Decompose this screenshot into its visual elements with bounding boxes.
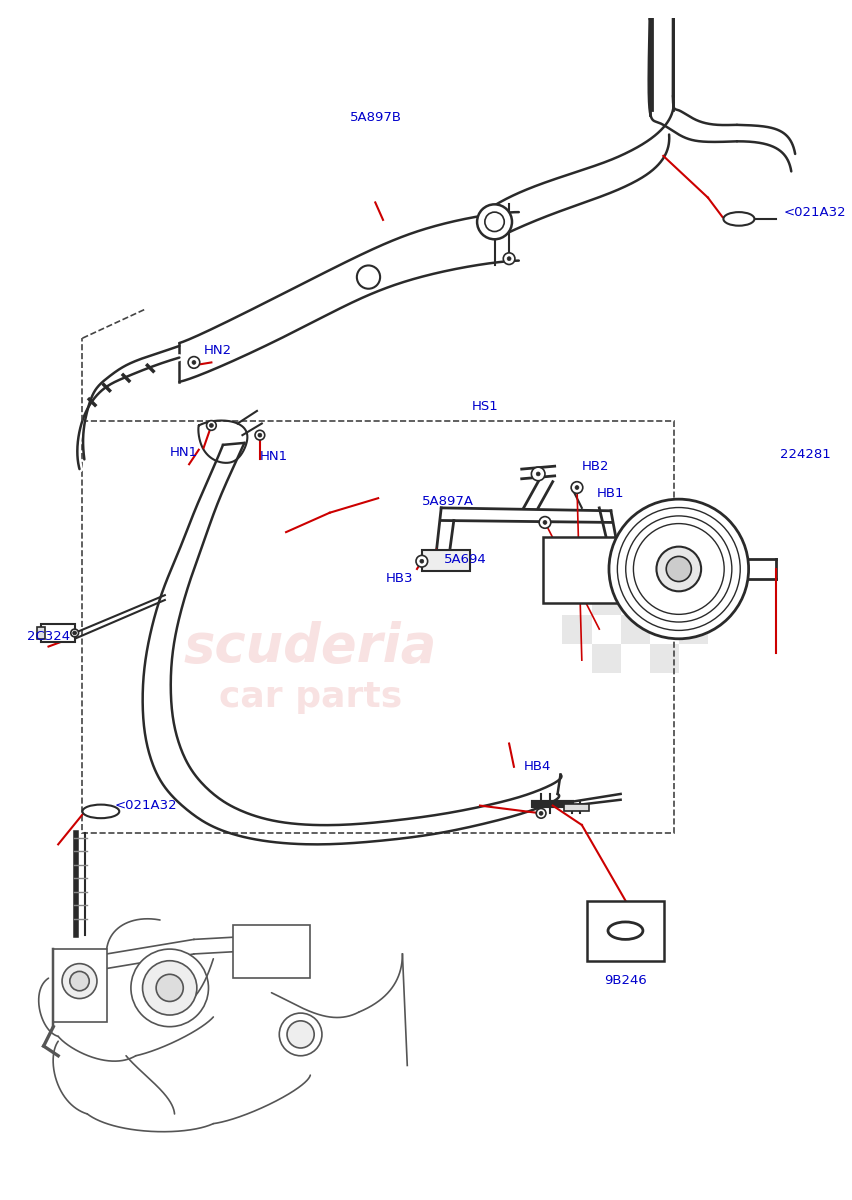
- Text: 224281: 224281: [779, 448, 829, 461]
- Bar: [233, 925, 310, 978]
- Circle shape: [538, 811, 543, 815]
- Circle shape: [142, 961, 197, 1015]
- Circle shape: [574, 486, 579, 490]
- Text: scuderia: scuderia: [183, 620, 436, 672]
- Bar: [620, 586, 649, 614]
- Bar: [561, 557, 590, 586]
- Text: <021A32: <021A32: [783, 205, 845, 218]
- Circle shape: [210, 424, 213, 427]
- Circle shape: [356, 265, 380, 289]
- Circle shape: [538, 517, 550, 528]
- Circle shape: [416, 556, 427, 568]
- Bar: [561, 614, 590, 643]
- Bar: [620, 643, 649, 673]
- Text: 5A897B: 5A897B: [350, 110, 402, 124]
- Circle shape: [536, 809, 545, 818]
- Bar: [678, 557, 707, 586]
- Ellipse shape: [83, 805, 119, 818]
- Circle shape: [192, 360, 196, 365]
- Bar: [41, 624, 75, 642]
- Circle shape: [608, 499, 748, 638]
- Circle shape: [286, 1021, 314, 1048]
- Circle shape: [156, 974, 183, 1002]
- Bar: [83, 421, 673, 833]
- Text: HB4: HB4: [523, 761, 550, 773]
- Circle shape: [71, 629, 78, 637]
- Text: HB1: HB1: [596, 487, 623, 500]
- Bar: [37, 628, 44, 638]
- Circle shape: [257, 433, 262, 437]
- Circle shape: [255, 431, 264, 440]
- Bar: [678, 586, 707, 614]
- Circle shape: [543, 521, 546, 524]
- Bar: [561, 586, 590, 614]
- Text: car parts: car parts: [218, 680, 401, 714]
- Circle shape: [536, 472, 539, 476]
- Polygon shape: [651, 18, 672, 110]
- Text: HB3: HB3: [385, 572, 413, 586]
- Bar: [422, 550, 469, 571]
- Ellipse shape: [722, 212, 753, 226]
- Bar: [590, 643, 620, 673]
- Bar: [620, 614, 649, 643]
- Text: HB2: HB2: [581, 460, 608, 473]
- Text: 2C324: 2C324: [27, 630, 70, 643]
- Circle shape: [72, 631, 77, 635]
- Bar: [590, 614, 620, 643]
- Bar: [678, 643, 707, 673]
- Bar: [649, 586, 678, 614]
- Circle shape: [665, 557, 691, 582]
- Circle shape: [503, 253, 515, 264]
- Text: HS1: HS1: [470, 400, 498, 413]
- Bar: [586, 901, 664, 961]
- Bar: [590, 586, 620, 614]
- Circle shape: [476, 204, 511, 239]
- Text: HN1: HN1: [260, 450, 288, 463]
- Circle shape: [62, 964, 97, 998]
- Circle shape: [279, 1013, 321, 1056]
- Bar: [54, 949, 106, 1022]
- Bar: [649, 643, 678, 673]
- Bar: [543, 536, 682, 602]
- Text: HN2: HN2: [204, 344, 232, 358]
- Bar: [561, 643, 590, 673]
- Circle shape: [419, 559, 423, 563]
- Circle shape: [70, 971, 89, 991]
- Bar: [678, 614, 707, 643]
- Circle shape: [206, 421, 216, 431]
- Circle shape: [571, 481, 582, 493]
- Text: 5A694: 5A694: [444, 553, 486, 565]
- Circle shape: [531, 467, 544, 481]
- Bar: [649, 614, 678, 643]
- Circle shape: [188, 356, 199, 368]
- Text: 9B246: 9B246: [603, 973, 646, 986]
- Text: <021A32: <021A32: [114, 799, 177, 812]
- Text: HN1: HN1: [170, 446, 198, 460]
- Bar: [649, 557, 678, 586]
- Bar: [590, 557, 620, 586]
- Bar: [564, 804, 588, 811]
- Circle shape: [656, 547, 700, 592]
- Circle shape: [130, 949, 208, 1027]
- Text: 5A897A: 5A897A: [422, 494, 473, 508]
- Circle shape: [507, 257, 510, 260]
- Bar: [620, 557, 649, 586]
